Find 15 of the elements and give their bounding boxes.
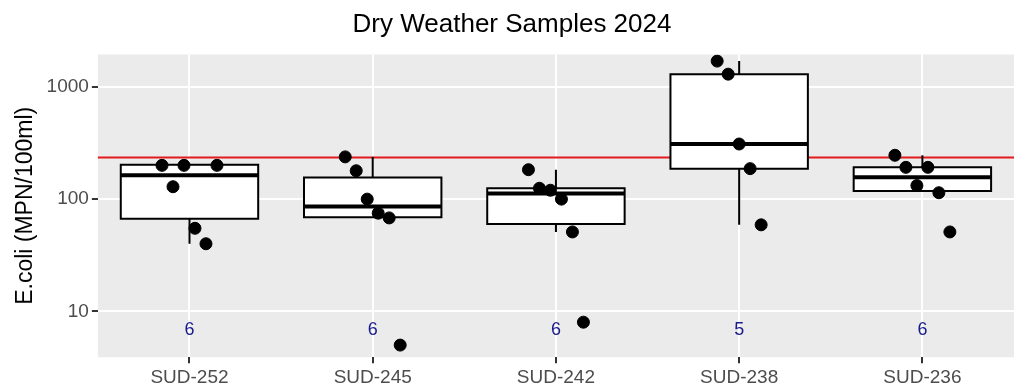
x-tick-label: SUD-238 <box>700 365 779 387</box>
annotation: 6 <box>184 319 195 340</box>
annotation: 5 <box>734 319 745 340</box>
annotation: 6 <box>550 319 561 340</box>
x-tick-label: SUD-252 <box>150 365 229 387</box>
x-tick-label: SUD-236 <box>883 365 962 387</box>
y-axis-title: E.coli (MPN/100ml) <box>11 106 38 305</box>
y-tick-label: 100 <box>57 187 89 209</box>
chart-title: Dry Weather Samples 2024 <box>351 7 673 40</box>
y-tick-label: 10 <box>67 299 89 321</box>
x-tick-label: SUD-245 <box>333 365 412 387</box>
annotation: 6 <box>367 319 378 340</box>
x-tick-label: SUD-242 <box>516 365 596 387</box>
annotation: 6 <box>917 319 928 340</box>
y-tick-label: 1000 <box>46 75 89 97</box>
